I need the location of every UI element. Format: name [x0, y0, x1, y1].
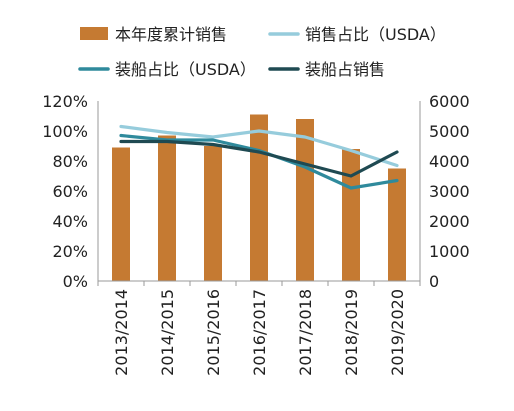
tick-labels: 0% 20% 40% 60% 80% 100% 120% 0 1000 2000 3000 4000 5… [42, 92, 469, 376]
x-tick-label: 2013/2014 [112, 289, 131, 376]
x-tick-label: 2019/2020 [388, 289, 407, 376]
y-left-tick-label: 0% [63, 272, 88, 291]
legend-label: 装船占销售 [305, 60, 385, 79]
y-left-tick-label: 60% [52, 182, 88, 201]
x-tick-label: 2015/2016 [204, 289, 223, 376]
legend-swatch [80, 27, 108, 40]
line-series [119, 124, 399, 190]
bar-2014/2015 [158, 135, 176, 281]
y-right-tick-label: 0 [429, 272, 439, 291]
y-right-tick-label: 2000 [429, 212, 470, 231]
legend-label: 装船占比（USDA） [115, 60, 256, 79]
y-left-tick-label: 40% [52, 212, 88, 231]
line-销售占比（USDA） [119, 124, 399, 168]
bar-2018/2019 [342, 149, 360, 281]
legend-label: 本年度累计销售 [115, 25, 227, 44]
bar-2015/2016 [204, 146, 222, 281]
y-right-tick-label: 3000 [429, 182, 470, 201]
y-right-tick-label: 1000 [429, 242, 470, 261]
bar-2013/2014 [112, 147, 130, 281]
legend: 本年度累计销售 销售占比（USDA） 装船占比（USDA） 装船占销售 [78, 25, 446, 79]
x-tick-label: 2017/2018 [296, 289, 315, 376]
bar-2017/2018 [296, 119, 314, 281]
axes [97, 101, 421, 286]
y-right-tick-label: 4000 [429, 152, 470, 171]
y-left-tick-label: 100% [42, 122, 88, 141]
x-tick-label: 2016/2017 [250, 289, 269, 376]
x-tick-label: 2014/2015 [158, 289, 177, 376]
line-装船占销售 [119, 139, 399, 178]
y-left-tick-label: 80% [52, 152, 88, 171]
bar-2019/2020 [388, 168, 406, 281]
y-right-tick-label: 6000 [429, 92, 470, 111]
y-left-tick-label: 120% [42, 92, 88, 111]
bar-series [112, 114, 406, 281]
y-right-tick-label: 5000 [429, 122, 470, 141]
bar-2016/2017 [250, 114, 268, 281]
x-tick-label: 2018/2019 [342, 289, 361, 376]
y-left-tick-label: 20% [52, 242, 88, 261]
legend-label: 销售占比（USDA） [305, 25, 446, 44]
